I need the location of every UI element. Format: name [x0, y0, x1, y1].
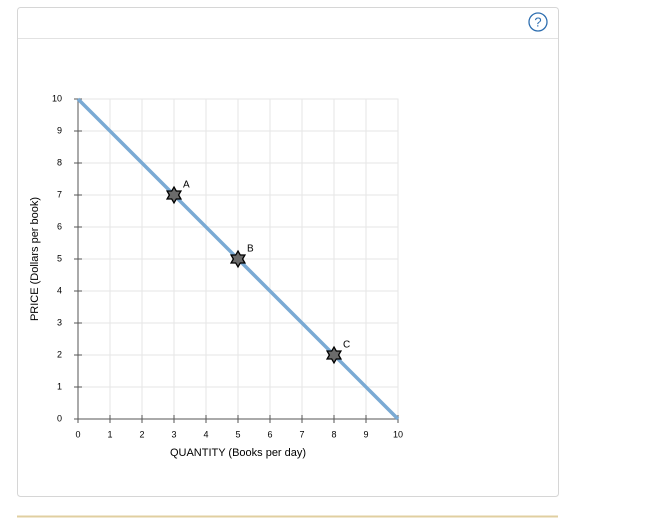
x-axis-label: QUANTITY (Books per day)	[170, 447, 306, 459]
help-button[interactable]	[528, 12, 548, 32]
y-tick-label: 10	[52, 93, 62, 103]
x-tick-label: 8	[331, 429, 336, 439]
point-marker	[165, 185, 183, 205]
x-tick-label: 1	[107, 429, 112, 439]
y-tick-label: 2	[57, 349, 62, 359]
x-tick-label: 3	[171, 429, 176, 439]
plot: 0 1 2 3 4 5 6 7 8 9 10 0 1 2 3 4 5 6 7 8 9 10 A B C	[52, 93, 403, 439]
x-tick-label: 0	[75, 429, 80, 439]
y-tick-label: 7	[57, 189, 62, 199]
x-tick-label: 4	[203, 429, 208, 439]
point-label: B	[247, 244, 254, 255]
y-tick-label: 9	[57, 125, 62, 135]
y-tick-label: 8	[57, 157, 62, 167]
y-tick-label: 6	[57, 221, 62, 231]
point-label: C	[343, 340, 350, 351]
x-tick-label: 10	[393, 429, 403, 439]
x-tick-label: 9	[363, 429, 368, 439]
y-tick-label: 1	[57, 381, 62, 391]
y-tick-label: 0	[57, 413, 62, 423]
point-label: A	[183, 180, 190, 191]
y-tick-label: 3	[57, 317, 62, 327]
point-marker	[229, 249, 247, 269]
x-tick-label: 5	[235, 429, 240, 439]
x-tick-label: 6	[267, 429, 272, 439]
y-axis-label: PRICE (Dollars per book)	[29, 197, 41, 321]
y-tick-label: 5	[57, 253, 62, 263]
x-tick-label: 2	[139, 429, 144, 439]
x-tick-label: 7	[299, 429, 304, 439]
help-icon[interactable]: ?	[534, 14, 541, 29]
panel	[17, 7, 559, 497]
point-marker	[325, 345, 343, 365]
y-tick-label: 4	[57, 285, 62, 295]
